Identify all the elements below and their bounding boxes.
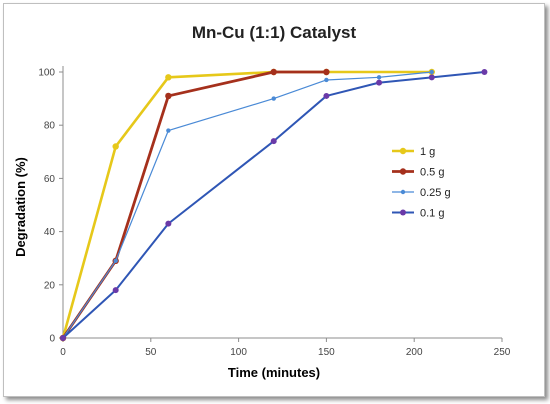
legend-label: 0.1 g [420,208,444,220]
data-point [324,77,329,83]
x-tick-label: 250 [494,347,511,358]
legend-label: 1 g [420,146,435,158]
x-tick-label: 200 [406,347,423,358]
y-axis-title: Degradation (%) [13,157,28,257]
x-tick-label: 100 [230,347,247,358]
data-point [112,287,119,294]
data-point [376,75,382,80]
legend-item: 0.25 g [392,187,451,199]
data-point [270,138,277,145]
x-axis-title: Time (minutes) [228,365,320,380]
y-tick-label: 20 [44,280,56,291]
x-tick-label: 150 [318,347,335,358]
legend-label: 0.25 g [420,187,451,199]
legend-item: 0.5 g [392,167,444,179]
y-tick-label: 60 [44,174,56,185]
plot-area [59,68,488,342]
legend-label: 0.5 g [420,167,444,179]
series-2 [60,69,434,341]
data-point [165,92,172,100]
data-point [376,79,383,86]
series-line [62,71,485,339]
data-point [428,74,435,81]
chart: Mn-Cu (1:1) Catalyst Time (minutes) Degr… [13,23,511,380]
chart-title: Mn-Cu (1:1) Catalyst [192,23,357,42]
x-tick-label: 50 [145,347,157,358]
y-tick-label: 80 [44,121,56,132]
data-point [113,258,118,264]
series-line [61,70,432,339]
data-point [271,96,276,101]
legend-swatch-marker [400,209,406,216]
data-point [481,69,488,75]
y-tick-label: 0 [49,334,55,345]
series-0 [59,68,435,342]
data-point [323,92,330,99]
data-point [166,128,171,133]
y-tick-label: 40 [44,227,56,238]
legend: 1 g 0.5 g 0.25 g 0.1 g [392,146,451,220]
legend-swatch-marker [400,189,406,195]
legend-swatch-marker [399,147,407,155]
legend-item: 1 g [392,146,435,158]
y-tick-label: 100 [38,68,55,79]
x-tick-label: 0 [60,347,66,358]
data-point [323,68,330,76]
data-point [165,220,172,227]
data-point [60,335,66,341]
chart-frame: Mn-Cu (1:1) Catalyst Time (minutes) Degr… [3,3,545,397]
series-line [61,70,327,339]
legend-item: 0.1 g [392,208,444,220]
series-3 [60,69,488,341]
data-point [429,69,434,75]
data-point [112,143,119,150]
data-point [165,74,172,81]
legend-swatch-marker [399,168,407,175]
data-point [270,68,277,76]
axes: 0 50 100 150 200 250 0 20 40 60 80 100 [38,66,511,358]
series-line [62,71,432,339]
